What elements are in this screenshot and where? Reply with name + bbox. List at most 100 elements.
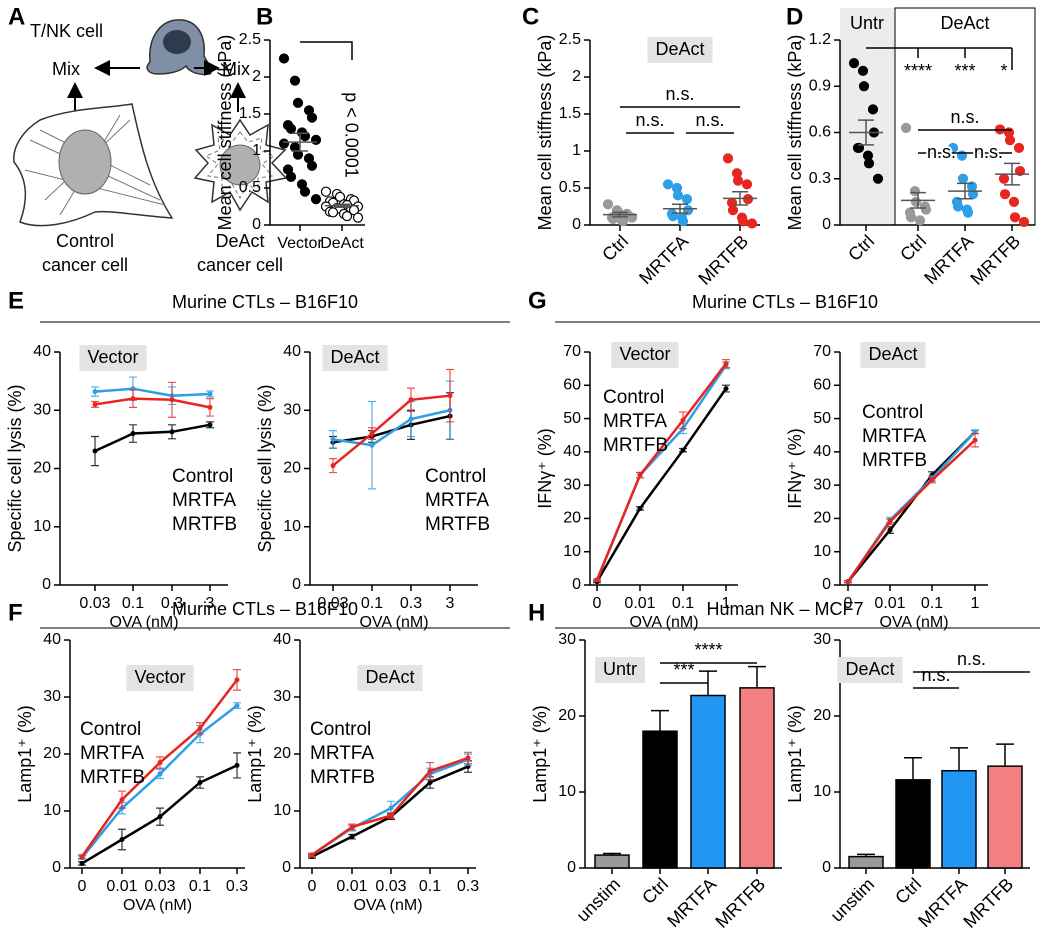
point xyxy=(306,112,318,123)
y-tick-label: 30 xyxy=(558,631,576,648)
x-tick-label: 0.3 xyxy=(400,595,422,612)
point xyxy=(1013,142,1025,154)
label-box xyxy=(860,342,926,368)
y-tick-label: 20 xyxy=(283,460,301,477)
chart: 0 10 20 30 40 50 60 70 IFNγ⁺ (%) OVA (nM) 0 0.01 0.1… xyxy=(535,342,738,631)
y-tick-label: 20 xyxy=(813,707,831,724)
panel-letters: A B C D E G F H xyxy=(8,3,803,626)
point xyxy=(285,123,297,134)
marker xyxy=(79,854,85,860)
series-line xyxy=(94,423,211,453)
y-tick-label: 0 xyxy=(822,216,831,233)
marker xyxy=(594,577,600,583)
y-tick-label: 2 xyxy=(252,68,261,85)
label-box xyxy=(611,342,679,368)
x-tick-label: MRTFA xyxy=(635,231,692,288)
y-tick-label: 0 xyxy=(822,859,831,876)
series-line xyxy=(332,414,451,444)
y-tick-label: 20 xyxy=(43,745,61,762)
legend-entry: MRTFB xyxy=(310,767,375,788)
point xyxy=(957,173,969,184)
y-tick-label: 0 xyxy=(282,859,291,876)
y-tick-label: 0 xyxy=(572,576,581,593)
point xyxy=(1008,196,1020,207)
y-tick-label: 50 xyxy=(813,410,831,427)
point xyxy=(741,179,753,190)
point xyxy=(289,75,301,86)
error-bar xyxy=(651,709,669,732)
y-tick-label: 1 xyxy=(252,142,261,159)
point xyxy=(681,194,693,205)
y-tick-label: 10 xyxy=(813,543,831,560)
y-tick-label: 10 xyxy=(43,802,61,819)
series-line xyxy=(94,397,211,409)
y-tick-label: 60 xyxy=(813,377,831,394)
point xyxy=(278,138,290,149)
error-bar xyxy=(748,665,766,688)
marker xyxy=(330,463,336,469)
x-tick-label: Ctrl xyxy=(844,231,878,265)
marker xyxy=(119,837,125,842)
cell-caption: DeAct xyxy=(215,231,264,251)
marker xyxy=(330,436,336,442)
point xyxy=(914,215,926,226)
legend-entry: MRTFA xyxy=(80,743,144,764)
y-tick-label: 20 xyxy=(33,460,51,477)
x-tick-label: 0.1 xyxy=(361,595,383,612)
y-axis-label: IFNγ⁺ (%) xyxy=(535,428,555,509)
marker xyxy=(465,755,471,761)
y-tick-label: 20 xyxy=(273,745,291,762)
series-line xyxy=(332,409,451,447)
y-tick-label: 50 xyxy=(563,410,581,427)
y-tick-label: 2 xyxy=(572,68,581,85)
annotation: *** xyxy=(954,61,975,81)
y-tick-label: 0.5 xyxy=(559,179,581,196)
label-text: DeAct xyxy=(655,39,704,59)
label-box xyxy=(79,345,147,371)
annotation: p < 0.0001 xyxy=(341,92,361,178)
legend-entry: Control xyxy=(172,466,233,487)
marker xyxy=(79,860,85,866)
y-tick-label: 1.5 xyxy=(559,105,581,122)
point xyxy=(320,186,332,197)
error-bar xyxy=(904,757,922,780)
y-tick-label: 30 xyxy=(33,401,51,418)
y-tick-label: 70 xyxy=(563,343,581,360)
point xyxy=(999,189,1011,200)
bar xyxy=(895,779,931,869)
legend-entry: MRTFB xyxy=(425,514,490,535)
annotation: **** xyxy=(904,61,932,81)
chart: 0 10 20 30 40 Lamp1⁺ (%) OVA (nM) 0 0.01 0.03 0.1 0… xyxy=(245,631,479,914)
x-tick-label: Ctrl xyxy=(891,874,925,908)
x-tick-label: 0.1 xyxy=(189,878,211,895)
marker xyxy=(309,852,315,858)
label-box xyxy=(126,665,194,691)
y-tick-label: 10 xyxy=(283,518,301,535)
y-tick-label: 30 xyxy=(43,688,61,705)
y-tick-label: 10 xyxy=(33,518,51,535)
x-tick-label: Ctrl xyxy=(598,231,632,265)
chart: 0 10 20 30 40 50 60 70 IFNγ⁺ (%) OVA (nM) 0 0.01 0.1… xyxy=(785,342,988,631)
point xyxy=(278,53,290,64)
y-tick-label: 10 xyxy=(558,783,576,800)
sem-bar xyxy=(1004,162,1020,186)
point xyxy=(1018,216,1030,228)
y-tick-label: 70 xyxy=(813,343,831,360)
marker xyxy=(637,505,643,511)
y-tick-label: 10 xyxy=(273,802,291,819)
panel-letter: D xyxy=(786,3,803,30)
y-tick-label: 40 xyxy=(813,443,831,460)
label-text: DeAct xyxy=(845,659,894,679)
bar xyxy=(642,730,678,869)
point xyxy=(310,134,322,145)
marker xyxy=(388,813,394,819)
point xyxy=(857,65,869,76)
marker xyxy=(887,527,893,533)
marker xyxy=(234,677,240,683)
y-tick-label: 1.2 xyxy=(809,31,831,48)
label-box xyxy=(647,37,713,63)
point xyxy=(327,207,339,218)
series-line xyxy=(332,394,451,467)
